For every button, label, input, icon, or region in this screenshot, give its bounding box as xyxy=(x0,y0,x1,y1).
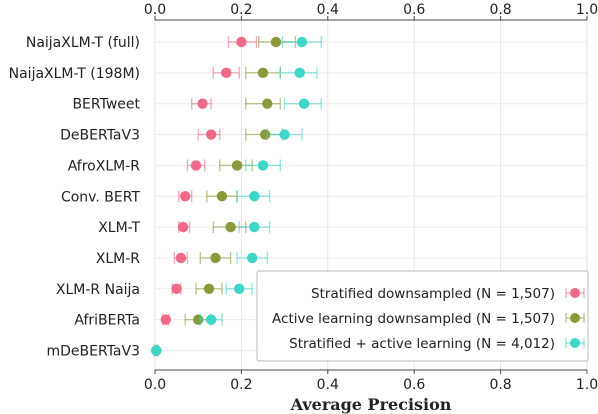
legend: Stratified downsampled (N = 1,507) Active… xyxy=(256,270,589,362)
data-point xyxy=(279,129,290,140)
category-label: mDeBERTaV3 xyxy=(47,344,141,360)
category-label: NaijaXLM-T (full) xyxy=(26,35,140,51)
data-marks xyxy=(151,36,323,357)
x-axis-top: 0.0 0.2 0.4 0.6 0.8 1.0 xyxy=(144,2,598,21)
data-point xyxy=(160,314,171,325)
data-point xyxy=(257,160,269,171)
data-point xyxy=(151,345,162,356)
tick-label-top: 1.0 xyxy=(576,2,598,18)
data-point xyxy=(249,221,260,233)
data-point xyxy=(225,221,236,233)
data-point xyxy=(234,283,245,294)
legend-label: Stratified downsampled (N = 1,507) xyxy=(311,286,555,302)
category-labels: NaijaXLM-T (full) NaijaXLM-T (198M) BERTwe… xyxy=(9,35,141,360)
data-point xyxy=(262,98,273,109)
category-label: XLM-R Naija xyxy=(56,282,140,298)
data-point xyxy=(177,221,189,233)
data-point xyxy=(210,252,221,264)
data-point xyxy=(236,36,247,48)
tick-label-top: 0.0 xyxy=(144,2,166,18)
tick-label-top: 0.6 xyxy=(403,2,425,18)
category-label: NaijaXLM-T (198M) xyxy=(9,66,140,82)
data-point xyxy=(247,252,258,264)
data-point xyxy=(197,98,208,109)
data-point xyxy=(205,129,217,140)
data-point xyxy=(175,252,187,264)
x-axis-title: Average Precision xyxy=(290,395,452,414)
x-axis-bottom: 0.0 0.2 0.4 0.6 0.8 1.0 xyxy=(144,369,598,393)
tick-label-bottom: 1.0 xyxy=(576,377,598,393)
tick-label-bottom: 0.4 xyxy=(317,377,339,393)
tick-label-bottom: 0.0 xyxy=(144,377,166,393)
data-point xyxy=(190,160,202,171)
data-point xyxy=(221,67,232,79)
tick-label-top: 0.8 xyxy=(489,2,511,18)
legend-marker xyxy=(570,338,580,348)
tick-label-bottom: 0.8 xyxy=(489,377,511,393)
data-point xyxy=(298,98,310,109)
data-point xyxy=(257,67,269,79)
category-label: AfriBERTa xyxy=(74,313,140,329)
data-point xyxy=(231,160,243,171)
data-point xyxy=(294,67,305,79)
data-point xyxy=(296,36,308,48)
legend-label: Stratified + active learning (N = 4,012) xyxy=(289,336,555,352)
tick-label-bottom: 0.2 xyxy=(230,377,252,393)
category-label: AfroXLM-R xyxy=(68,158,141,174)
category-label: XLM-R xyxy=(96,251,141,267)
legend-label: Active learning downsampled (N = 1,507) xyxy=(272,311,555,327)
data-point xyxy=(216,191,228,202)
legend-marker xyxy=(570,313,580,323)
category-label: Conv. BERT xyxy=(61,189,140,205)
data-point xyxy=(180,191,191,202)
data-point xyxy=(171,283,182,294)
tick-label-bottom: 0.6 xyxy=(403,377,425,393)
category-label: XLM-T xyxy=(98,220,140,236)
data-point xyxy=(270,36,282,48)
legend-marker xyxy=(570,288,580,298)
legend-box xyxy=(256,270,589,362)
data-point xyxy=(203,283,215,294)
tick-label-top: 0.4 xyxy=(317,2,339,18)
tick-label-top: 0.2 xyxy=(230,2,252,18)
category-label: BERTweet xyxy=(72,97,140,113)
category-label: DeBERTaV3 xyxy=(60,128,140,144)
data-point xyxy=(249,191,260,202)
data-point xyxy=(205,314,217,325)
